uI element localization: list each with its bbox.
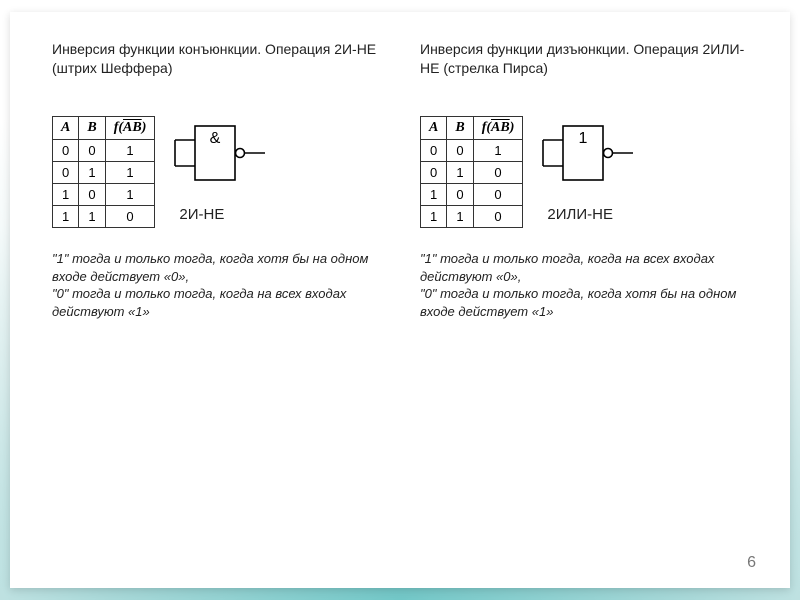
nor-tbody: 001 010 100 110: [421, 140, 523, 228]
page-number: 6: [747, 554, 756, 572]
nand-truth-table: A B f(AB) 001 011 101 110: [52, 116, 155, 228]
table-row: 001: [421, 140, 523, 162]
nand-gate-icon: &: [169, 118, 269, 188]
left-column: Инверсия функции конъюнкции. Операция 2И…: [52, 40, 380, 320]
nor-truth-table: A B f(AB) 001 010 100 110: [420, 116, 523, 228]
table-row: 110: [53, 206, 155, 228]
nor-gate-label: 2ИЛИ-НЕ: [547, 206, 613, 223]
right-middle-row: A B f(AB) 001 010 100 110: [420, 116, 748, 228]
table-row: 011: [53, 162, 155, 184]
table-row: 010: [421, 162, 523, 184]
table-row: 100: [421, 184, 523, 206]
th-b: B: [79, 117, 105, 140]
table-row: 101: [53, 184, 155, 206]
right-heading: Инверсия функции дизъюнкции. Операция 2И…: [420, 40, 748, 98]
th-f: f(AB): [473, 117, 523, 140]
nor-gate-icon: 1: [537, 118, 637, 188]
th-a: A: [421, 117, 447, 140]
table-row: 110: [421, 206, 523, 228]
table-row: 001: [53, 140, 155, 162]
left-middle-row: A B f(AB) 001 011 101 110: [52, 116, 380, 228]
gate-symbol: &: [210, 130, 221, 147]
th-f: f(AB): [105, 117, 155, 140]
gate-symbol: 1: [579, 130, 588, 147]
slide-card: Инверсия функции конъюнкции. Операция 2И…: [10, 12, 790, 588]
nor-gate-block: 1 2ИЛИ-НЕ: [537, 116, 637, 223]
right-column: Инверсия функции дизъюнкции. Операция 2И…: [420, 40, 748, 320]
nor-rule-text: "1" тогда и только тогда, когда на всех …: [420, 250, 748, 320]
left-heading: Инверсия функции конъюнкции. Операция 2И…: [52, 40, 380, 98]
two-column-layout: Инверсия функции конъюнкции. Операция 2И…: [52, 40, 748, 320]
nand-gate-label: 2И-НЕ: [179, 206, 224, 223]
nand-tbody: 001 011 101 110: [53, 140, 155, 228]
nand-gate-block: & 2И-НЕ: [169, 116, 269, 223]
th-b: B: [447, 117, 473, 140]
th-a: A: [53, 117, 79, 140]
nand-rule-text: "1" тогда и только тогда, когда хотя бы …: [52, 250, 380, 320]
